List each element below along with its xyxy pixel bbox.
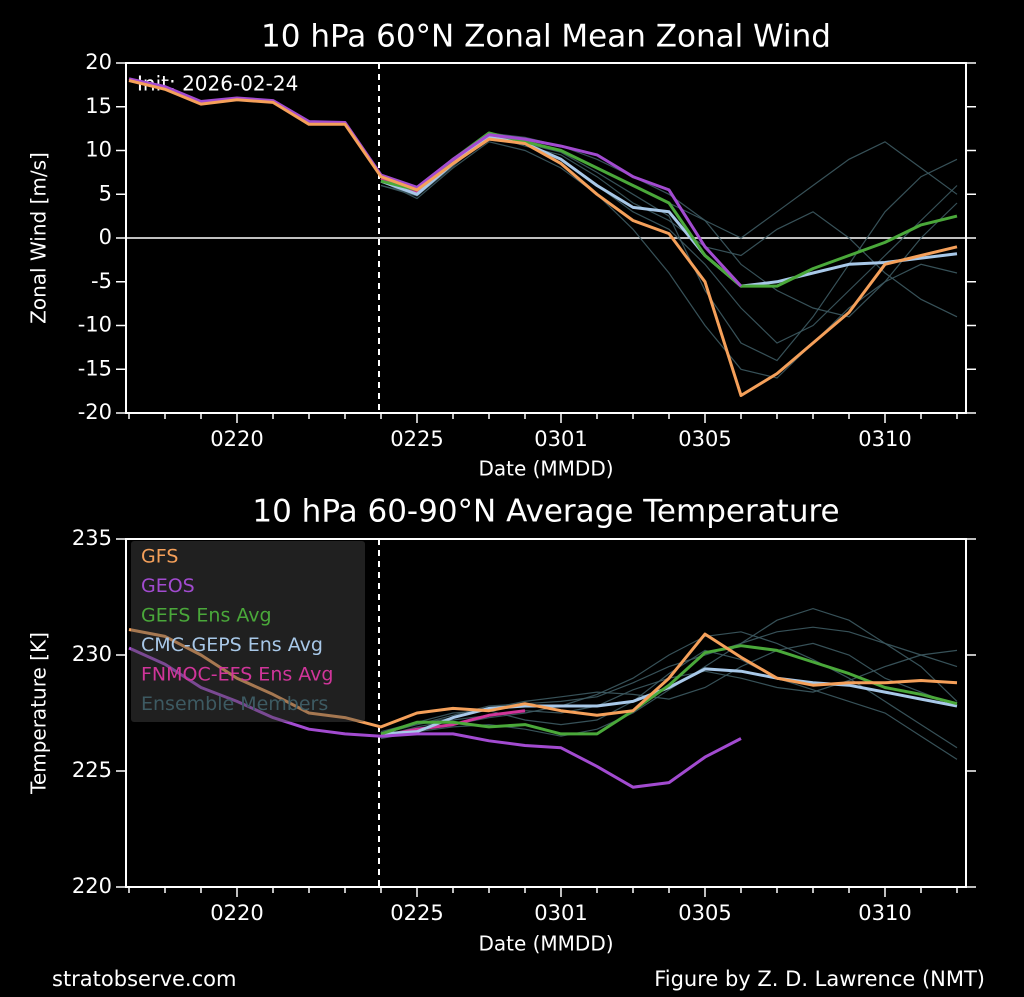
y-tick-label: 235 bbox=[72, 526, 112, 550]
y-axis-label: Zonal Wind [m/s] bbox=[27, 152, 51, 324]
y-tick-label: 15 bbox=[85, 94, 112, 118]
y-tick-label: 220 bbox=[72, 874, 112, 898]
x-tick-label: 0305 bbox=[678, 901, 731, 925]
x-tick-label: 0310 bbox=[858, 427, 911, 451]
series-line bbox=[380, 644, 958, 736]
x-axis-label: Date (MMDD) bbox=[478, 457, 613, 481]
annotation: Init: 2026-02-24 bbox=[137, 72, 298, 96]
footer-right: Figure by Z. D. Lawrence (NMT) bbox=[654, 967, 985, 991]
legend-entry: CMC-GEPS Ens Avg bbox=[141, 634, 323, 656]
series-line bbox=[128, 628, 958, 729]
x-tick-label: 0301 bbox=[534, 427, 587, 451]
x-tick-label: 0301 bbox=[534, 901, 587, 925]
legend-box bbox=[131, 541, 365, 722]
x-tick-label: 0225 bbox=[390, 901, 443, 925]
legend-entry: FNMOC-EFS Ens Avg bbox=[141, 664, 334, 686]
legend-entry: GEFS Ens Avg bbox=[141, 605, 272, 627]
x-tick-label: 0220 bbox=[210, 901, 263, 925]
x-axis-label: Date (MMDD) bbox=[478, 932, 613, 956]
ensemble-member bbox=[380, 141, 958, 379]
series-line bbox=[128, 646, 742, 789]
x-tick-label: 0225 bbox=[390, 427, 443, 451]
y-tick-label: 225 bbox=[72, 758, 112, 782]
legend-entry: GEOS bbox=[141, 575, 195, 597]
series-line bbox=[128, 79, 958, 397]
x-tick-label: 0310 bbox=[858, 901, 911, 925]
y-tick-label: 10 bbox=[85, 138, 112, 162]
y-tick-label: 5 bbox=[99, 181, 112, 205]
plot-frame bbox=[125, 62, 967, 414]
y-tick-label: 0 bbox=[99, 225, 112, 249]
chart-title: 10 hPa 60-90°N Average Temperature bbox=[252, 494, 839, 530]
series-line bbox=[128, 77, 743, 288]
y-tick-label: 20 bbox=[85, 50, 112, 74]
x-tick-label: 0220 bbox=[210, 427, 263, 451]
y-tick-label: 230 bbox=[72, 642, 112, 666]
y-axis-label: Temperature [K] bbox=[27, 632, 51, 795]
series-line bbox=[380, 667, 958, 736]
chart-title: 10 hPa 60°N Zonal Mean Zonal Wind bbox=[261, 19, 831, 55]
footer-left: stratobserve.com bbox=[52, 967, 236, 991]
y-tick-label: -20 bbox=[78, 400, 112, 424]
legend-entry: GFS bbox=[141, 546, 178, 568]
legend-entry: Ensemble Members bbox=[141, 693, 328, 715]
y-tick-label: -10 bbox=[78, 313, 112, 337]
y-tick-label: -15 bbox=[78, 356, 112, 380]
plot-frame bbox=[125, 538, 967, 888]
x-tick-label: 0305 bbox=[678, 427, 731, 451]
y-tick-label: -5 bbox=[91, 269, 112, 293]
